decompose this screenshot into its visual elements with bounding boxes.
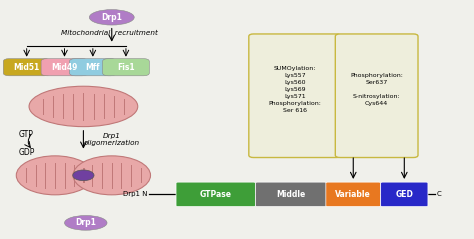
Ellipse shape xyxy=(89,10,134,25)
Ellipse shape xyxy=(73,170,94,181)
FancyBboxPatch shape xyxy=(41,59,88,76)
FancyBboxPatch shape xyxy=(3,59,50,76)
Text: GED: GED xyxy=(395,190,413,199)
Text: Drp1
oligomerization: Drp1 oligomerization xyxy=(84,133,140,146)
FancyBboxPatch shape xyxy=(255,182,326,206)
Ellipse shape xyxy=(64,216,107,230)
Text: GTPase: GTPase xyxy=(200,190,232,199)
Text: Fis1: Fis1 xyxy=(117,63,135,72)
Text: Mid51: Mid51 xyxy=(14,63,40,72)
Text: Drp1: Drp1 xyxy=(101,13,122,22)
Text: Middle: Middle xyxy=(276,190,306,199)
Ellipse shape xyxy=(73,156,151,195)
FancyBboxPatch shape xyxy=(249,34,341,158)
FancyBboxPatch shape xyxy=(335,34,418,158)
Text: Mid49: Mid49 xyxy=(51,63,78,72)
Text: Mitochondrial  recruitment: Mitochondrial recruitment xyxy=(61,30,158,36)
Text: Phosphorylation:
Ser637

S-nitrosylation:
Cys644: Phosphorylation: Ser637 S-nitrosylation:… xyxy=(350,73,403,106)
Text: GTP: GTP xyxy=(18,130,34,139)
Text: Mff: Mff xyxy=(86,63,100,72)
FancyBboxPatch shape xyxy=(326,182,381,206)
Ellipse shape xyxy=(29,86,138,127)
Text: C: C xyxy=(437,191,441,197)
Text: Drp1: Drp1 xyxy=(75,218,96,227)
FancyBboxPatch shape xyxy=(176,182,255,206)
FancyBboxPatch shape xyxy=(102,59,149,76)
FancyBboxPatch shape xyxy=(381,182,428,206)
Text: GDP: GDP xyxy=(18,148,35,157)
Text: Drp1 N: Drp1 N xyxy=(123,191,147,197)
Ellipse shape xyxy=(16,156,94,195)
Text: Variable: Variable xyxy=(336,190,371,199)
FancyBboxPatch shape xyxy=(70,59,116,76)
Text: SUMOylation:
Lys557
Lys560
Lys569
Lys571
Phosphorylation:
Ser 616: SUMOylation: Lys557 Lys560 Lys569 Lys571… xyxy=(268,66,321,113)
